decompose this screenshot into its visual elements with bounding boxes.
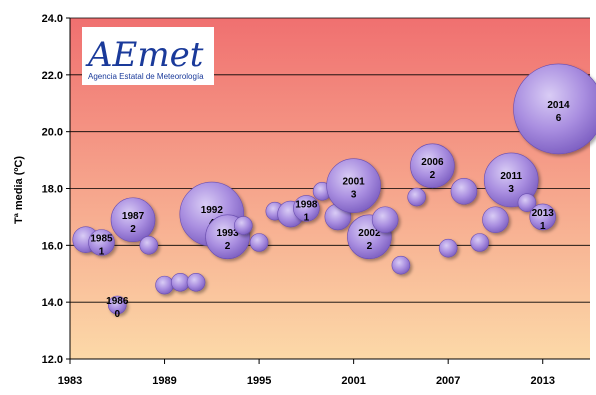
y-ticks: 12.0 14.0 16.0 18.0 20.0 22.0 24.0: [42, 13, 70, 366]
x-tick-label: 1989: [152, 375, 176, 387]
bubble-size-label: 3: [508, 184, 514, 195]
bubble-2008: [450, 178, 478, 205]
bubble-mark: [438, 238, 458, 258]
bubble-1990: [171, 272, 190, 292]
bubble-year-label: 1992: [201, 205, 224, 216]
bubble-year-label: 1987: [122, 211, 145, 222]
bubble-size-label: 1: [99, 246, 105, 257]
bubble-2005: [407, 187, 426, 207]
bubble-year-label: 2014: [547, 100, 570, 111]
bubble-2004: [391, 255, 411, 275]
y-tick-label: 12.0: [42, 354, 63, 366]
logo-box: [82, 27, 214, 85]
bubble-mark: [371, 206, 399, 234]
x-tick-label: 2001: [341, 375, 365, 387]
bubble-2003: [371, 206, 399, 234]
bubble-year-label: 1985: [90, 233, 113, 244]
x-tick-label: 1995: [247, 375, 271, 387]
bubble-1989: [155, 275, 174, 295]
bubble-mark: [107, 295, 127, 315]
bubble-2009: [470, 233, 489, 252]
bubble-mark: [293, 195, 320, 222]
bubble-2013: 2013 1: [529, 203, 557, 232]
y-tick-label: 22.0: [42, 70, 63, 82]
bubble-size-label: 1: [540, 221, 546, 232]
bubble-year-label: 2006: [421, 157, 444, 168]
bubble-mark: [234, 216, 253, 235]
bubble-1998: 1998 1: [293, 195, 320, 223]
bubble-1987: 1987 2: [110, 197, 156, 243]
bubble-1991: [186, 272, 206, 292]
x-tick-label: 1983: [58, 375, 82, 387]
bubble-mark: [155, 275, 174, 295]
bubble-size-label: 0: [114, 309, 120, 320]
bubble-1995: [249, 233, 269, 252]
bubble-1986: 1986 0: [106, 295, 129, 320]
bubble-mark: [110, 197, 156, 243]
bubble-1985: 1985 1: [88, 229, 115, 257]
y-tick-label: 14.0: [42, 297, 63, 309]
bubble-year-label: 1993: [216, 228, 239, 239]
bubble-year-label: 2013: [532, 208, 555, 219]
bubble-mark: [249, 233, 269, 252]
bubble-size-label: 2: [225, 241, 231, 252]
bubble-mark: [326, 158, 381, 213]
bubble-mark: [171, 272, 190, 292]
bubble-1988: [139, 236, 159, 255]
y-axis-label: Tª media (ºC): [13, 156, 25, 224]
bubble-2012: [517, 193, 537, 213]
y-tick-label: 18.0: [42, 184, 63, 196]
bubble-1994: [234, 216, 253, 235]
bubble-year-label: 1998: [295, 199, 318, 210]
bubble-2011: 2011 3: [483, 152, 539, 208]
bubble-year-label: 2002: [358, 228, 381, 239]
bubble-mark: [139, 236, 159, 255]
bubble-2006: 2006 2: [410, 143, 455, 189]
bubble-2007: [438, 238, 458, 258]
bubble-mark: [407, 187, 426, 207]
bubble-mark: [88, 229, 115, 256]
bubble-mark: [513, 63, 596, 155]
bubble-size-label: 2: [130, 224, 136, 235]
bubble-2014: 2014 6: [513, 63, 596, 155]
x-tick-label: 2007: [436, 375, 460, 387]
bubble-size-label: 6: [556, 113, 562, 124]
bubble-size-label: 2: [430, 170, 436, 181]
logo-main-text: AEmet: [85, 35, 204, 75]
x-tick-label: 2013: [530, 375, 554, 387]
bubble-2001: 2001 3: [326, 158, 381, 213]
bubble-size-label: 1: [304, 212, 310, 223]
bubble-size-label: 2: [367, 241, 373, 252]
bubble-mark: [517, 193, 537, 213]
bubble-mark: [186, 272, 206, 292]
x-ticks: 1983 1989 1995 2001 2007 2013: [58, 359, 555, 387]
bubble-mark: [410, 143, 455, 189]
y-tick-label: 20.0: [42, 127, 63, 139]
bubble-2010: [482, 206, 509, 234]
bubble-mark: [450, 178, 478, 205]
bubbles: 1985119860198721992419932199812001320022…: [72, 63, 596, 320]
bubble-mark: [529, 203, 557, 231]
bubble-mark: [482, 206, 509, 234]
logo-subtitle: Agencia Estatal de Meteorología: [88, 72, 204, 81]
bubble-mark: [470, 233, 489, 252]
bubble-mark: [391, 255, 411, 275]
bubble-year-label: 1986: [106, 296, 129, 307]
bubble-size-label: 3: [351, 190, 357, 201]
aemet-logo: AEmet Agencia Estatal de Meteorología: [82, 27, 214, 85]
bubble-year-label: 2011: [500, 171, 522, 182]
bubble-year-label: 2001: [343, 177, 366, 188]
bubble-mark: [483, 152, 539, 208]
y-tick-label: 24.0: [42, 13, 63, 25]
y-tick-label: 16.0: [42, 240, 63, 252]
